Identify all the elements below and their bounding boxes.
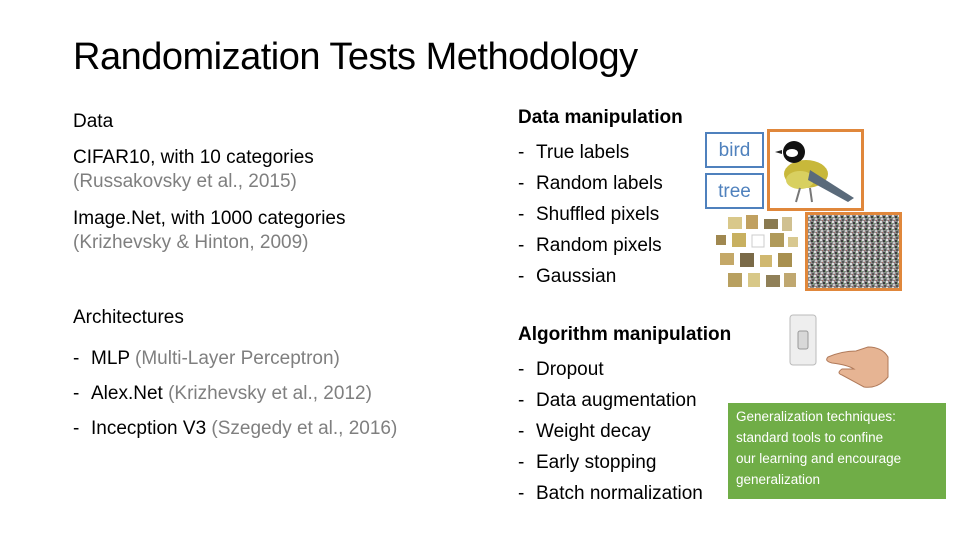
- data-item-imagenet: Image.Net, with 1000 categories (Krizhev…: [73, 207, 346, 255]
- data-manipulation-heading: Data manipulation: [518, 107, 683, 128]
- label-bird: bird: [705, 132, 764, 168]
- random-pixels-image: [805, 212, 902, 291]
- data-manipulation-list: - True labels - Random labels - Shuffled pi…: [518, 137, 663, 292]
- light-switch-icon: [789, 314, 889, 388]
- switch-finger-illustration: [782, 313, 892, 395]
- algorithm-manipulation-heading: Algorithm manipulation: [518, 324, 732, 345]
- list-item: - Alex.Net (Krizhevsky et al., 2012): [73, 376, 397, 411]
- shuffled-image-icon: [712, 213, 801, 293]
- bullet-dash: -: [73, 348, 80, 369]
- list-item: - Random labels: [518, 173, 663, 194]
- arch-heading: Architectures: [73, 307, 184, 328]
- list-item: - Weight decay: [518, 421, 651, 442]
- data-heading: Data: [73, 111, 114, 132]
- bird-icon: [775, 141, 854, 203]
- list-item: - True labels: [518, 142, 630, 163]
- slide-title: Randomization Tests Methodology: [73, 36, 638, 78]
- data-item-citation: (Russakovsky et al., 2015): [73, 171, 297, 192]
- callout-line: generalization: [736, 472, 821, 487]
- list-item: - Batch normalization: [518, 483, 703, 504]
- list-item: - Incecption V3 (Szegedy et al., 2016): [73, 411, 397, 446]
- bullet-dash: -: [73, 418, 80, 439]
- algorithm-manipulation-list: - Dropout - Data augmentation - Weight deca…: [518, 354, 703, 509]
- arch-list: - MLP (Multi-Layer Perceptron) - Alex.Net …: [73, 341, 397, 446]
- generalization-callout: Generalization techniques: standard tool…: [728, 403, 946, 499]
- bullet-dash: -: [73, 383, 80, 404]
- data-item-cifar: CIFAR10, with 10 categories (Russakovsky…: [73, 146, 314, 194]
- list-item: - Shuffled pixels: [518, 204, 660, 225]
- data-item-main: CIFAR10, with 10 categories: [73, 147, 314, 168]
- shuffled-pixels-image: [712, 213, 801, 293]
- list-item: - Random pixels: [518, 235, 662, 256]
- noise-image-icon: [808, 215, 899, 288]
- label-tree: tree: [705, 173, 764, 209]
- data-item-main: Image.Net, with 1000 categories: [73, 208, 346, 229]
- list-item: - MLP (Multi-Layer Perceptron): [73, 341, 397, 376]
- list-item: - Data augmentation: [518, 390, 697, 411]
- callout-line: Generalization techniques:: [736, 409, 896, 424]
- bird-photo: [767, 129, 864, 211]
- callout-line: standard tools to confine: [736, 430, 884, 445]
- list-item: - Gaussian: [518, 266, 617, 287]
- list-item: - Early stopping: [518, 452, 657, 473]
- list-item: - Dropout: [518, 359, 604, 380]
- callout-line: our learning and encourage: [736, 451, 902, 466]
- data-item-citation: (Krizhevsky & Hinton, 2009): [73, 232, 309, 253]
